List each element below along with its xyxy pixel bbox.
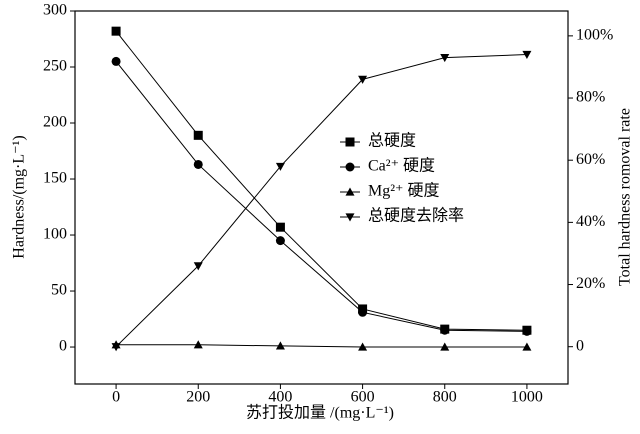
marker bbox=[358, 307, 368, 317]
marker bbox=[275, 162, 285, 171]
legend-label: 总硬度 bbox=[368, 132, 416, 150]
legend-marker bbox=[345, 162, 355, 172]
marker bbox=[522, 342, 532, 351]
y2-tick-label: 80% bbox=[576, 89, 605, 106]
x-tick-label: 1000 bbox=[511, 389, 543, 406]
x-tick-label: 0 bbox=[112, 389, 120, 406]
y2-tick-label: 100% bbox=[576, 27, 613, 44]
legend-label: Ca²⁺ 硬度 bbox=[368, 157, 435, 175]
marker bbox=[193, 130, 203, 140]
y-tick-label: 150 bbox=[43, 170, 67, 187]
y-tick-label: 50 bbox=[51, 282, 67, 299]
marker bbox=[275, 341, 285, 350]
series-line bbox=[116, 344, 527, 348]
marker bbox=[111, 26, 121, 36]
plot-frame bbox=[74, 10, 569, 385]
marker bbox=[193, 159, 203, 169]
y2-tick-label: 40% bbox=[576, 213, 605, 230]
x-tick-label: 200 bbox=[186, 389, 210, 406]
y2-tick-label: 20% bbox=[576, 275, 605, 292]
y2-tick-label: 0 bbox=[576, 337, 584, 354]
legend-marker bbox=[345, 137, 355, 147]
y-tick-label: 200 bbox=[43, 114, 67, 131]
x-tick-label: 400 bbox=[268, 389, 292, 406]
marker bbox=[358, 342, 368, 351]
y-axis-label: Hardness/(mg·L⁻¹) bbox=[11, 135, 28, 258]
y-tick-label: 300 bbox=[43, 2, 67, 19]
marker bbox=[275, 236, 285, 246]
legend-marker bbox=[345, 213, 355, 222]
x-axis-label: 苏打投加量 /(mg·L⁻¹) bbox=[246, 404, 394, 422]
y-tick-label: 100 bbox=[43, 226, 67, 243]
series-line bbox=[115, 54, 527, 348]
marker bbox=[522, 50, 532, 60]
marker bbox=[440, 325, 450, 335]
marker bbox=[358, 75, 368, 84]
legend-label: Mg²⁺ 硬度 bbox=[368, 182, 439, 200]
y-tick-label: 0 bbox=[59, 338, 67, 355]
marker bbox=[522, 326, 532, 336]
legend-label: 总硬度去除率 bbox=[368, 207, 464, 225]
marker bbox=[440, 342, 450, 351]
x-tick-label: 800 bbox=[433, 389, 457, 406]
y2-axis-label: Total hardness romoval rate bbox=[617, 108, 634, 286]
marker bbox=[111, 56, 121, 66]
legend-marker bbox=[345, 187, 355, 196]
marker bbox=[193, 262, 203, 271]
y-tick-label: 250 bbox=[43, 58, 67, 75]
x-tick-label: 600 bbox=[351, 389, 375, 406]
marker bbox=[440, 54, 450, 63]
series-line bbox=[115, 30, 527, 331]
series-line bbox=[115, 61, 527, 332]
y2-tick-label: 60% bbox=[576, 151, 605, 168]
marker bbox=[275, 222, 285, 232]
marker bbox=[111, 343, 121, 352]
marker bbox=[193, 340, 203, 349]
